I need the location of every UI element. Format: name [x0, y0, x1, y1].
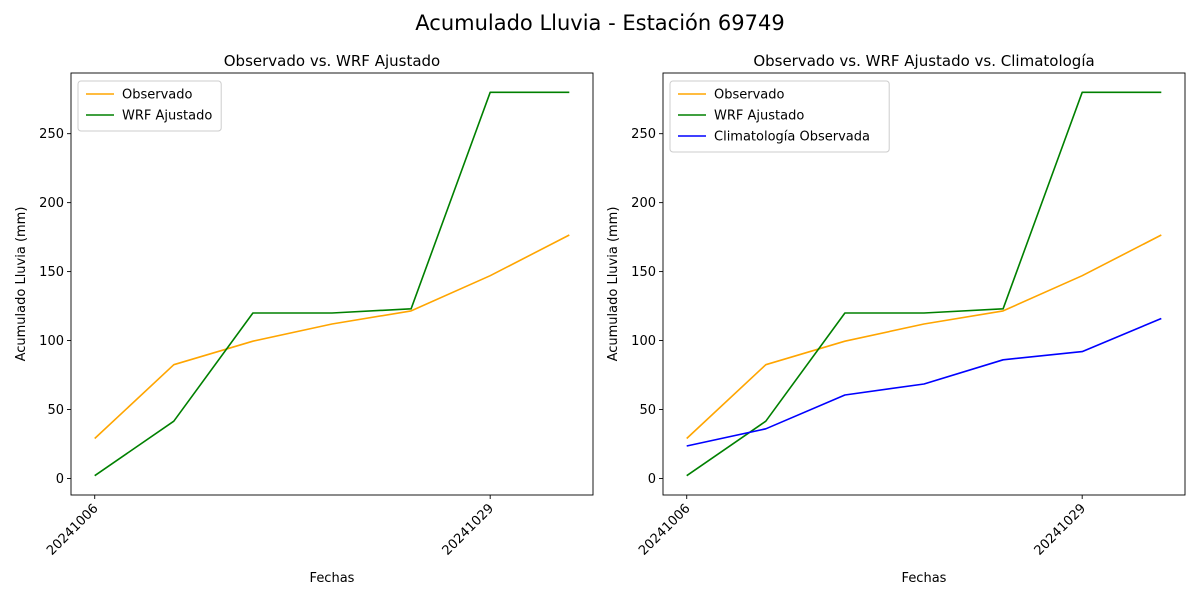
- y-tick-label: 200: [39, 196, 64, 211]
- x-tick-label: 20241029: [440, 501, 497, 558]
- chart-panel-right: Observado vs. WRF Ajustado vs. Climatolo…: [606, 52, 1186, 586]
- series-line-observado: [94, 234, 570, 440]
- figure-title: Acumulado Lluvia - Estación 69749: [415, 11, 784, 35]
- series-line-climatolog-a-observada: [686, 317, 1162, 447]
- legend-label: WRF Ajustado: [714, 109, 804, 124]
- y-tick-label: 100: [631, 334, 656, 349]
- y-tick-label: 250: [631, 127, 656, 142]
- legend-label: Observado: [714, 88, 785, 103]
- series-line-wrf-ajustado: [94, 91, 570, 477]
- x-tick-label: 20241029: [1032, 501, 1089, 558]
- chart-panel-left: Observado vs. WRF Ajustado 0 50 100 150 200 25…: [14, 52, 594, 586]
- y-tick-label: 150: [39, 265, 64, 280]
- y-tick-label: 0: [648, 472, 656, 487]
- y-axis-label: Acumulado Lluvia (mm): [606, 207, 621, 362]
- legend-box: [669, 80, 890, 153]
- y-tick-label: 50: [47, 403, 64, 418]
- x-axis-label: Fechas: [310, 571, 355, 586]
- x-tick-label: 20241006: [44, 501, 101, 558]
- x-axis-label: Fechas: [902, 571, 947, 586]
- chart-title: Observado vs. WRF Ajustado: [224, 52, 440, 70]
- series-line-wrf-ajustado: [686, 91, 1162, 477]
- legend-label: Climatología Observada: [714, 130, 870, 145]
- y-tick-label: 200: [631, 196, 656, 211]
- y-tick-label: 250: [39, 127, 64, 142]
- y-tick-label: 100: [39, 334, 64, 349]
- plot-frame: [662, 72, 1186, 496]
- series-line-observado: [686, 234, 1162, 440]
- y-tick-label: 50: [639, 403, 656, 418]
- x-tick-label: 20241006: [636, 501, 693, 558]
- chart-title: Observado vs. WRF Ajustado vs. Climatolo…: [753, 52, 1094, 70]
- legend-label: Observado: [122, 88, 193, 103]
- y-tick-label: 150: [631, 265, 656, 280]
- legend-label: WRF Ajustado: [122, 109, 212, 124]
- y-axis-label: Acumulado Lluvia (mm): [14, 207, 29, 362]
- plot-frame: [70, 72, 594, 496]
- y-tick-label: 0: [56, 472, 64, 487]
